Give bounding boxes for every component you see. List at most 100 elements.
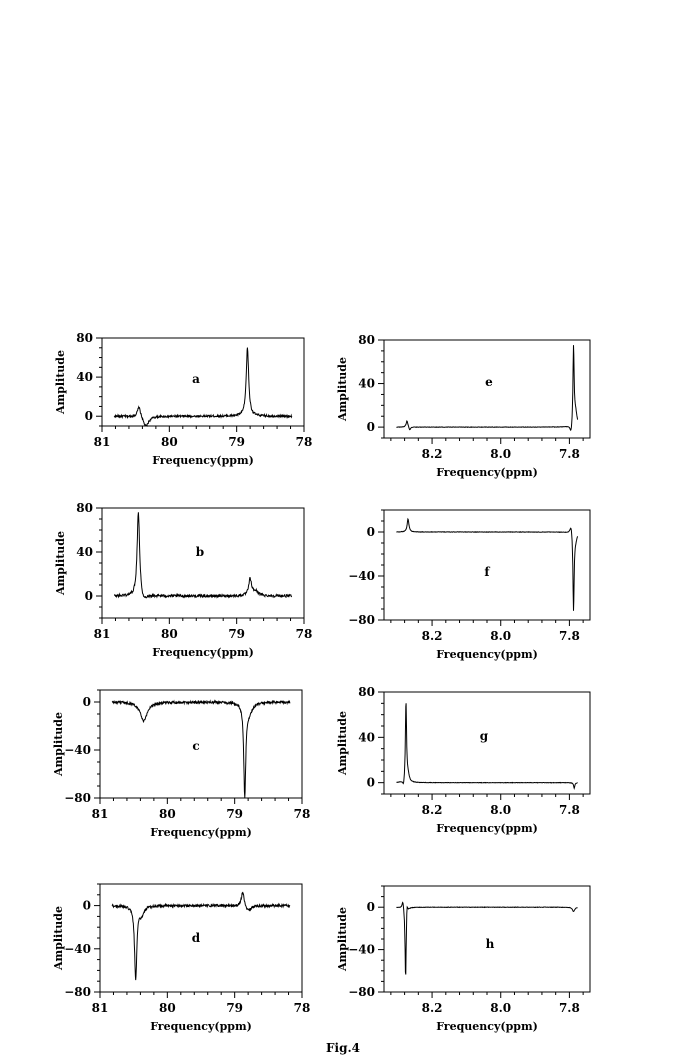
x-axis-title: Frequency(ppm) <box>152 454 254 467</box>
panel-label: h <box>486 937 495 951</box>
x-axis-title: Frequency(ppm) <box>436 822 538 835</box>
panel-label: g <box>480 729 489 743</box>
x-tick-label: 8.2 <box>422 803 443 817</box>
y-tick-label: 0 <box>85 409 93 423</box>
y-axis-title: Amplitude <box>336 357 349 422</box>
x-tick-label: 7.8 <box>559 629 580 643</box>
y-tick-label: 80 <box>358 685 375 699</box>
x-tick-label: 79 <box>226 1001 243 1015</box>
panel-label: f <box>484 565 490 579</box>
y-tick-label: 0 <box>367 776 375 790</box>
x-tick-label: 7.8 <box>559 803 580 817</box>
chart-panel-h: 0 −40 −80 8.2 8.0 7.8 Frequency(ppm) Amplitude h <box>336 885 591 1033</box>
plot-frame <box>99 883 303 993</box>
x-tick-label: 8.0 <box>490 629 511 643</box>
panel-label: a <box>192 372 200 386</box>
y-tick-label: 0 <box>367 420 375 434</box>
y-tick-label: 80 <box>76 331 93 345</box>
y-tick-label: −80 <box>64 791 91 805</box>
panel-label: c <box>192 739 199 753</box>
chart-panels: 0 40 80 81 80 79 78 Frequency(ppm) Amplitude a 0 40… <box>52 331 591 1033</box>
x-tick-label: 78 <box>294 1001 311 1015</box>
panel-label: b <box>196 545 204 559</box>
x-axis-title: Frequency(ppm) <box>150 826 252 839</box>
x-axis-title: Frequency(ppm) <box>150 1020 252 1033</box>
x-tick-label: 8.2 <box>422 1001 443 1015</box>
x-tick-label: 81 <box>94 435 111 449</box>
plot-frame <box>101 337 305 427</box>
x-tick-label: 80 <box>159 1001 176 1015</box>
x-tick-label: 8.0 <box>490 803 511 817</box>
y-tick-label: −40 <box>348 943 375 957</box>
x-axis-title: Frequency(ppm) <box>436 1020 538 1033</box>
x-tick-label: 8.2 <box>422 629 443 643</box>
y-tick-label: 0 <box>367 900 375 914</box>
y-tick-label: −40 <box>64 743 91 757</box>
y-axis-title: Amplitude <box>336 907 349 972</box>
y-axis-title: Amplitude <box>52 906 65 971</box>
x-tick-label: 78 <box>296 627 313 641</box>
x-tick-label: 78 <box>296 435 313 449</box>
spectrum-line <box>396 901 578 975</box>
y-tick-label: 0 <box>83 695 91 709</box>
y-tick-label: 0 <box>83 899 91 913</box>
spectrum-line <box>111 699 291 798</box>
chart-panel-a: 0 40 80 81 80 79 78 Frequency(ppm) Amplitude a <box>54 331 312 467</box>
y-axis-title: Amplitude <box>336 711 349 776</box>
y-axis-title: Amplitude <box>54 350 67 415</box>
chart-panel-g: 0 40 80 8.2 8.0 7.8 Frequency(ppm) Amplitude g <box>336 685 591 835</box>
x-tick-label: 80 <box>159 807 176 821</box>
plot-frame <box>99 689 303 799</box>
x-axis-title: Frequency(ppm) <box>436 648 538 661</box>
chart-panel-f: 0 −40 −80 8.2 8.0 7.8 Frequency(ppm) f <box>348 509 591 661</box>
x-tick-label: 8.0 <box>490 1001 511 1015</box>
spectrum-line <box>113 347 293 427</box>
y-axis-title: Amplitude <box>52 712 65 777</box>
plot-frame <box>101 507 305 619</box>
y-tick-label: −40 <box>64 942 91 956</box>
spectrum-line <box>114 512 293 599</box>
x-tick-label: 8.0 <box>490 447 511 461</box>
x-tick-label: 80 <box>161 627 178 641</box>
spectrum-line <box>111 891 291 981</box>
x-tick-label: 79 <box>228 435 245 449</box>
spectrum-line <box>396 345 579 432</box>
y-tick-label: 40 <box>76 545 93 559</box>
spectrum-line <box>396 517 579 611</box>
x-tick-label: 81 <box>92 807 109 821</box>
spectrum-line <box>396 703 578 790</box>
x-tick-label: 79 <box>226 807 243 821</box>
figure-caption: Fig.4 <box>326 1041 360 1055</box>
x-tick-label: 8.2 <box>422 447 443 461</box>
x-tick-label: 7.8 <box>559 447 580 461</box>
x-tick-label: 81 <box>94 627 111 641</box>
x-tick-label: 7.8 <box>559 1001 580 1015</box>
plot-frame <box>383 691 591 795</box>
y-tick-label: −80 <box>348 613 375 627</box>
y-tick-label: −80 <box>348 985 375 999</box>
x-axis-title: Frequency(ppm) <box>436 466 538 479</box>
y-tick-label: 80 <box>76 501 93 515</box>
x-axis-title: Frequency(ppm) <box>152 646 254 659</box>
x-tick-label: 79 <box>228 627 245 641</box>
chart-panel-b: 0 40 80 81 80 79 78 Frequency(ppm) Amplitude b <box>54 501 312 659</box>
plot-frame <box>383 339 591 439</box>
y-axis-title: Amplitude <box>54 531 67 596</box>
y-tick-label: −80 <box>64 985 91 999</box>
chart-panel-e: 0 40 80 8.2 8.0 7.8 Frequency(ppm) Amplitude e <box>336 333 591 479</box>
panel-label: d <box>192 931 201 945</box>
x-tick-label: 81 <box>92 1001 109 1015</box>
x-tick-label: 78 <box>294 807 311 821</box>
y-tick-label: 80 <box>358 333 375 347</box>
y-tick-label: 40 <box>76 370 93 384</box>
y-tick-label: 40 <box>358 377 375 391</box>
x-tick-label: 80 <box>161 435 178 449</box>
y-tick-label: 0 <box>85 589 93 603</box>
y-tick-label: −40 <box>348 569 375 583</box>
y-tick-label: 0 <box>367 525 375 539</box>
panel-label: e <box>485 375 493 389</box>
y-tick-label: 40 <box>358 730 375 744</box>
